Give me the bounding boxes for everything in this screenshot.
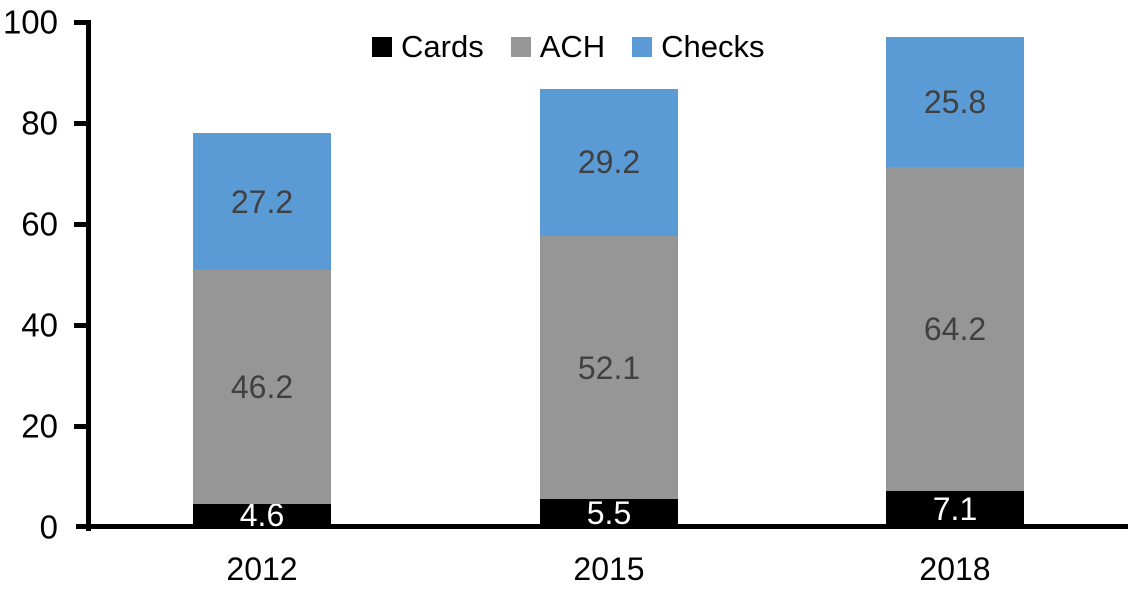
y-axis-line (86, 20, 91, 531)
segment-value-label: 4.6 (239, 497, 285, 534)
legend-swatch-ach (510, 36, 531, 57)
segment-value-label: 64.2 (923, 311, 987, 348)
y-tick-label: 0 (39, 508, 58, 546)
segment-value-label: 52.1 (577, 349, 641, 386)
segment-value-label: 46.2 (230, 369, 294, 406)
y-tick-label: 80 (21, 104, 58, 142)
bar-segment-checks-2018: 25.8 (886, 36, 1024, 167)
bar-segment-cards-2015: 5.5 (540, 495, 678, 532)
segment-value-label: 7.1 (932, 491, 978, 528)
bar-segment-checks-2015: 29.2 (540, 88, 678, 237)
segment-value-label: 29.2 (577, 144, 641, 181)
y-axis-tick (74, 323, 88, 328)
bar-segment-ach-2015: 52.1 (540, 236, 678, 500)
legend-item-cards: Cards (372, 31, 484, 62)
y-tick-label: 40 (21, 306, 58, 344)
y-axis-tick (74, 20, 88, 25)
legend-item-checks: Checks (632, 29, 765, 64)
legend-label: Cards (401, 29, 484, 64)
segment-value-label: 25.8 (923, 83, 987, 120)
bar-segment-cards-2018: 7.1 (886, 491, 1024, 527)
y-axis-tick (74, 222, 88, 227)
legend-label: ACH (539, 29, 606, 64)
legend: Cards ACH Checks (372, 31, 765, 62)
y-tick-label: 60 (21, 205, 58, 243)
x-category-label-2018: 2018 (919, 551, 991, 587)
segment-value-label: 5.5 (586, 495, 632, 532)
legend-swatch-cards (372, 36, 392, 57)
segment-value-label: 27.2 (230, 183, 294, 220)
bar-segment-checks-2012: 27.2 (193, 133, 331, 271)
y-axis-tick (74, 424, 88, 429)
legend-swatch-checks (632, 36, 653, 57)
legend-label: Checks (661, 29, 765, 64)
x-category-label-2015: 2015 (573, 551, 645, 587)
y-tick-label: 100 (2, 3, 58, 41)
legend-item-ach: ACH (510, 29, 606, 64)
bar-segment-cards-2012: 4.6 (193, 499, 331, 531)
y-axis-tick (74, 121, 88, 126)
y-tick-label: 20 (21, 407, 58, 445)
x-category-label-2012: 2012 (226, 551, 298, 587)
bar-segment-ach-2012: 46.2 (193, 270, 331, 504)
bar-segment-ach-2018: 64.2 (886, 166, 1024, 492)
